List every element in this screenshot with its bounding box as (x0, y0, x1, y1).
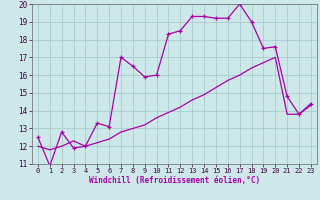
X-axis label: Windchill (Refroidissement éolien,°C): Windchill (Refroidissement éolien,°C) (89, 176, 260, 185)
